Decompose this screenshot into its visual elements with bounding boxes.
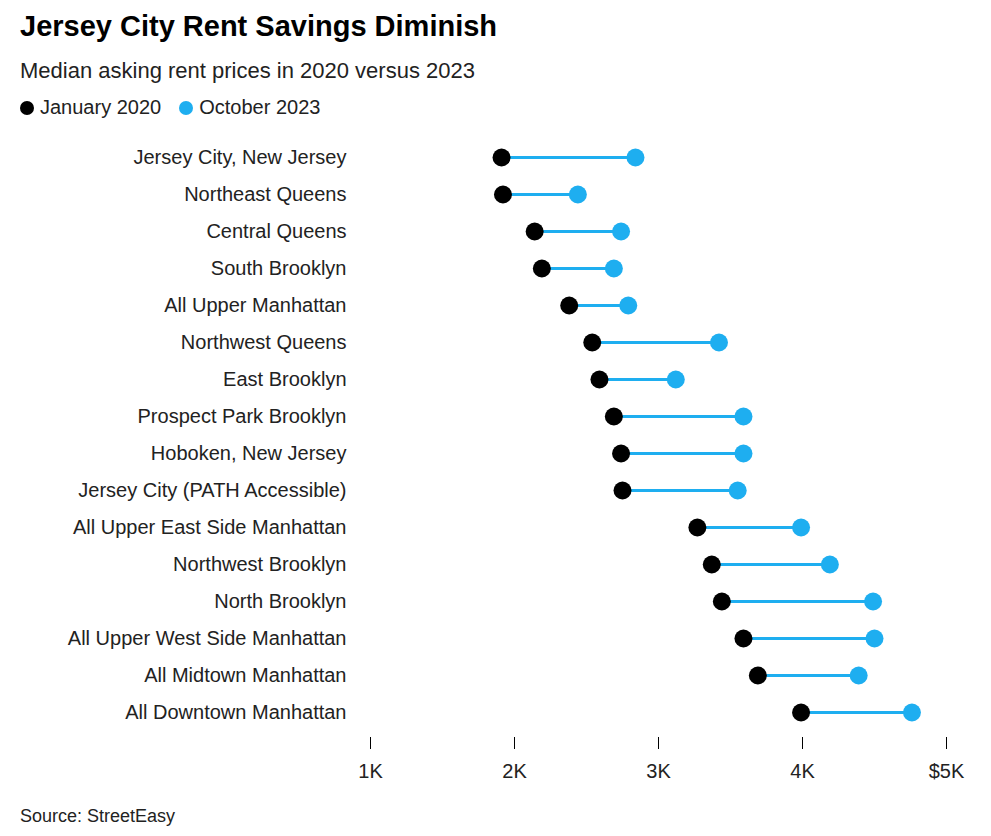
svg-text:All Upper East Side Manhattan: All Upper East Side Manhattan xyxy=(73,516,347,538)
svg-text:Jersey City (PATH Accessible): Jersey City (PATH Accessible) xyxy=(78,479,346,501)
svg-text:East Brooklyn: East Brooklyn xyxy=(223,368,346,390)
svg-text:All Upper West Side Manhattan: All Upper West Side Manhattan xyxy=(68,627,347,649)
svg-text:Central Queens: Central Queens xyxy=(206,220,346,242)
html-text:Median asking rent prices in 2: Median asking rent prices in 2020 versus… xyxy=(20,58,475,83)
svg-text:Northeast Queens: Northeast Queens xyxy=(184,183,346,205)
svg-text:1K: 1K xyxy=(358,760,383,782)
svg-text:Northwest Brooklyn: Northwest Brooklyn xyxy=(173,553,346,575)
svg-text:All Downtown Manhattan: All Downtown Manhattan xyxy=(125,701,346,723)
svg-text:3K: 3K xyxy=(646,760,671,782)
svg-text:Northwest Queens: Northwest Queens xyxy=(181,331,347,353)
svg-text:4K: 4K xyxy=(790,760,815,782)
svg-text:North Brooklyn: North Brooklyn xyxy=(214,590,346,612)
html-text:January 2020: January 2020 xyxy=(40,96,162,118)
svg-text:Prospect Park Brooklyn: Prospect Park Brooklyn xyxy=(138,405,347,427)
svg-text:Hoboken, New Jersey: Hoboken, New Jersey xyxy=(151,442,347,464)
svg-text:Jersey City, New Jersey: Jersey City, New Jersey xyxy=(133,146,346,168)
svg-text:$5K: $5K xyxy=(929,760,965,782)
html-text:Source: StreetEasy: Source: StreetEasy xyxy=(20,806,176,826)
svg-text:South Brooklyn: South Brooklyn xyxy=(211,257,347,279)
svg-text:All Upper Manhattan: All Upper Manhattan xyxy=(164,294,346,316)
svg-text:All Midtown Manhattan: All Midtown Manhattan xyxy=(144,664,346,686)
html-text:Jersey City Rent Savings Dimin: Jersey City Rent Savings Diminish xyxy=(20,10,498,42)
svg-text:2K: 2K xyxy=(502,760,527,782)
html-text:October 2023: October 2023 xyxy=(199,96,321,118)
